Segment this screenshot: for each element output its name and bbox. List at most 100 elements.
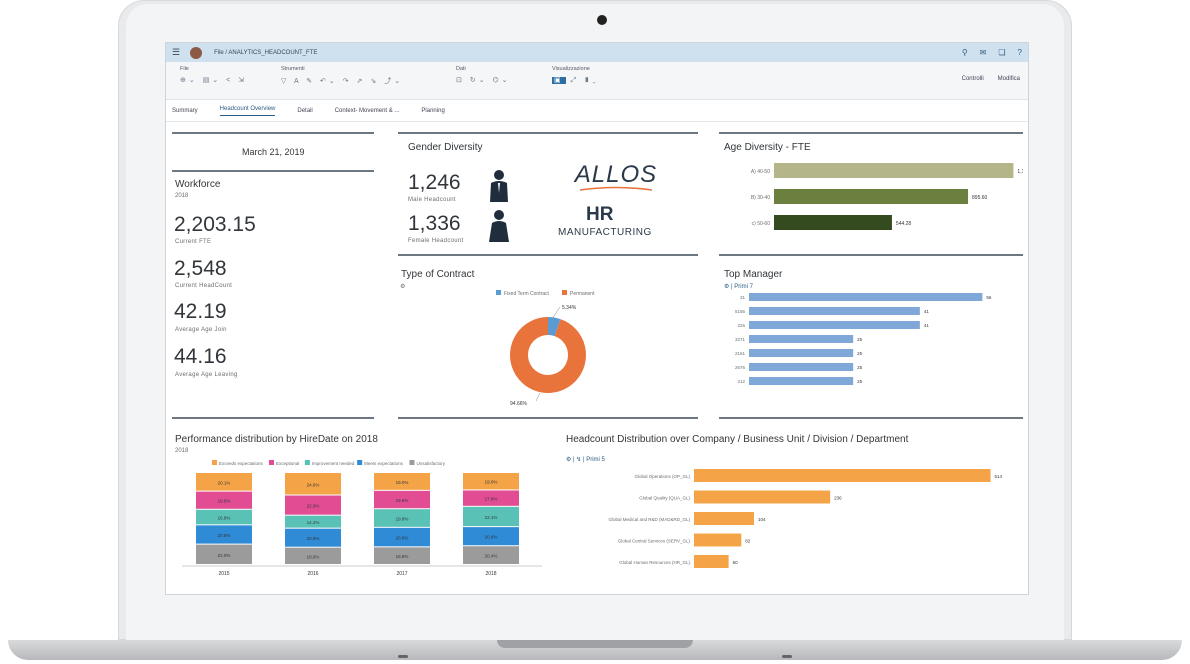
fullscreen-icon[interactable]: ⤢ <box>570 77 580 84</box>
distribution-value-label: 82 <box>745 539 751 544</box>
male-person-icon <box>490 170 508 202</box>
performance-segment <box>374 490 430 509</box>
performance-segment <box>285 528 341 547</box>
laptop-foot <box>398 655 408 658</box>
data-icon[interactable]: ⊡ <box>456 77 465 84</box>
refresh-icon[interactable]: ↻⌄ <box>469 77 488 84</box>
workforce-title: Workforce <box>175 179 221 190</box>
performance-legend-swatch <box>304 460 310 465</box>
performance-segment-label: 20.8% <box>485 535 498 540</box>
tab-headcount-overview[interactable]: Headcount Overview <box>219 106 276 116</box>
chart-icon[interactable]: ⤴⌄ <box>384 78 404 85</box>
pin-icon[interactable]: ⇘ <box>370 78 380 85</box>
comment-mode-icon[interactable]: ▣ <box>552 77 566 84</box>
gender-title: Gender Diversity <box>408 142 483 153</box>
distribution-value-label: 236 <box>834 496 842 501</box>
tab-summary[interactable]: Summary <box>172 107 198 114</box>
leader-line <box>535 392 541 402</box>
link-icon[interactable]: ⇗ <box>356 78 366 85</box>
distribution-filter[interactable]: ⚙ | ↯ | Primi 5 <box>566 457 605 463</box>
variable-icon[interactable]: ⌬⌄ <box>492 77 511 84</box>
headcount-distribution-chart: Global Operations (OP_GL) 514 Global Quali… <box>608 469 1003 568</box>
age-value-label: 544.28 <box>896 221 912 227</box>
distribution-category-label: Global Human Resources (HR_GL) <box>619 560 690 565</box>
share-icon[interactable]: ✉ <box>979 48 987 57</box>
distribution-value-label: 60 <box>733 560 739 565</box>
performance-category-label: 2015 <box>218 571 229 577</box>
performance-segment-label: 20.8% <box>218 533 231 538</box>
female-person-icon <box>489 210 509 242</box>
allos-logo: ALLOS <box>561 161 671 192</box>
manager-bar <box>749 335 854 343</box>
tab-context-movement[interactable]: Context- Movement & ... <box>334 107 400 114</box>
age-title: Age Diversity - FTE <box>724 142 811 153</box>
performance-subtitle: 2018 <box>175 448 189 454</box>
filter-icon[interactable]: ▽ <box>281 78 290 85</box>
manager-value-label: 41 <box>924 323 930 328</box>
search-icon[interactable]: ⚲ <box>961 48 968 57</box>
toolbar-group-label: Dati <box>456 66 466 72</box>
age-bar <box>774 215 892 230</box>
tile-divider <box>719 254 1023 256</box>
performance-stacked-chart: Exceeds expectations Exceptional Improveme… <box>182 460 542 577</box>
breadcrumb[interactable]: File / ANALYTICS_HEADCOUNT_FTE <box>214 49 318 56</box>
format-icon[interactable]: A <box>293 78 302 85</box>
manager-value-label: 41 <box>924 309 930 314</box>
performance-legend-label: Exceptional <box>276 461 299 466</box>
manager-filter[interactable]: ⚙ | Primi 7 <box>724 284 753 290</box>
tab-detail[interactable]: Detail <box>297 107 313 114</box>
copy-icon[interactable]: ⊕⌄ <box>180 77 198 84</box>
manager-value-label: 25 <box>857 379 863 384</box>
share-icon[interactable]: < <box>226 77 234 84</box>
performance-segment-label: 22.1% <box>485 515 498 520</box>
manager-bar <box>749 349 854 357</box>
performance-segment-label: 22.0% <box>307 504 320 509</box>
tile-divider <box>398 132 698 134</box>
manager-bar <box>749 293 983 301</box>
edit-icon[interactable]: ✎ <box>306 78 316 85</box>
contract-legend-swatch <box>496 290 501 295</box>
edit-button[interactable]: Modifica <box>997 76 1020 82</box>
redo-icon[interactable]: ↷ <box>342 78 352 85</box>
manager-bar <box>749 307 920 315</box>
export-icon[interactable]: ⇲ <box>238 77 248 84</box>
performance-segment-label: 22.0% <box>218 553 231 558</box>
manager-bar <box>749 377 854 385</box>
age-bar <box>774 163 1014 178</box>
kpi-fte-value: 2,203.15 <box>174 213 256 236</box>
kpi-headcount-label: Current HeadCount <box>175 283 233 289</box>
manager-category-label: 31 <box>740 295 746 300</box>
bookmark-icon[interactable]: ▮⌄ <box>584 77 599 84</box>
age-category-label: c) 50-60 <box>752 221 771 227</box>
menu-icon[interactable]: ☰ <box>172 47 181 57</box>
contract-legend-label: Permanent <box>570 291 595 297</box>
manager-value-label: 25 <box>857 365 863 370</box>
hr-title: HR <box>586 204 614 225</box>
distribution-bar <box>694 555 729 568</box>
toolbar-group-label: Strumenti <box>281 66 305 72</box>
performance-segment <box>196 473 252 491</box>
leader-line <box>551 306 561 320</box>
camera-icon <box>597 15 607 25</box>
performance-segment-label: 16.8% <box>218 516 231 521</box>
manager-category-label: 2161 <box>735 351 746 356</box>
controls-button[interactable]: Controlli <box>961 76 984 82</box>
performance-segment-label: 18.9% <box>307 554 320 559</box>
comment-icon[interactable]: ❏ <box>998 48 1006 57</box>
undo-icon[interactable]: ↶⌄ <box>320 78 338 85</box>
kpi-fte-label: Current FTE <box>175 239 212 245</box>
avatar[interactable] <box>190 46 203 59</box>
performance-segment <box>463 506 519 527</box>
save-icon[interactable]: ▤⌄ <box>202 77 222 84</box>
age-category-label: A) 40-50 <box>751 169 770 175</box>
manager-category-label: 212 <box>737 379 745 384</box>
help-icon[interactable]: ? <box>1017 48 1022 57</box>
age-value-label: 1,105.05 <box>1017 169 1023 175</box>
toolbar-group-data: Dati ⊡ ↻⌄ ⌬⌄ <box>456 66 511 84</box>
contract-donut-chart: Fixed Term Contract Permanent 5.34% 94.66% <box>496 290 595 407</box>
settings-icon[interactable]: ⚙ <box>400 284 406 290</box>
age-diversity-chart: A) 40-50 1,105.05 B) 30-40 895.60 c) 50-60 54… <box>751 163 1023 230</box>
manager-category-label: 5156 <box>735 309 746 314</box>
distribution-category-label: Global Medical and R&D (MAD&RD_GL) <box>608 517 690 522</box>
tab-planning[interactable]: Planning <box>421 107 445 114</box>
